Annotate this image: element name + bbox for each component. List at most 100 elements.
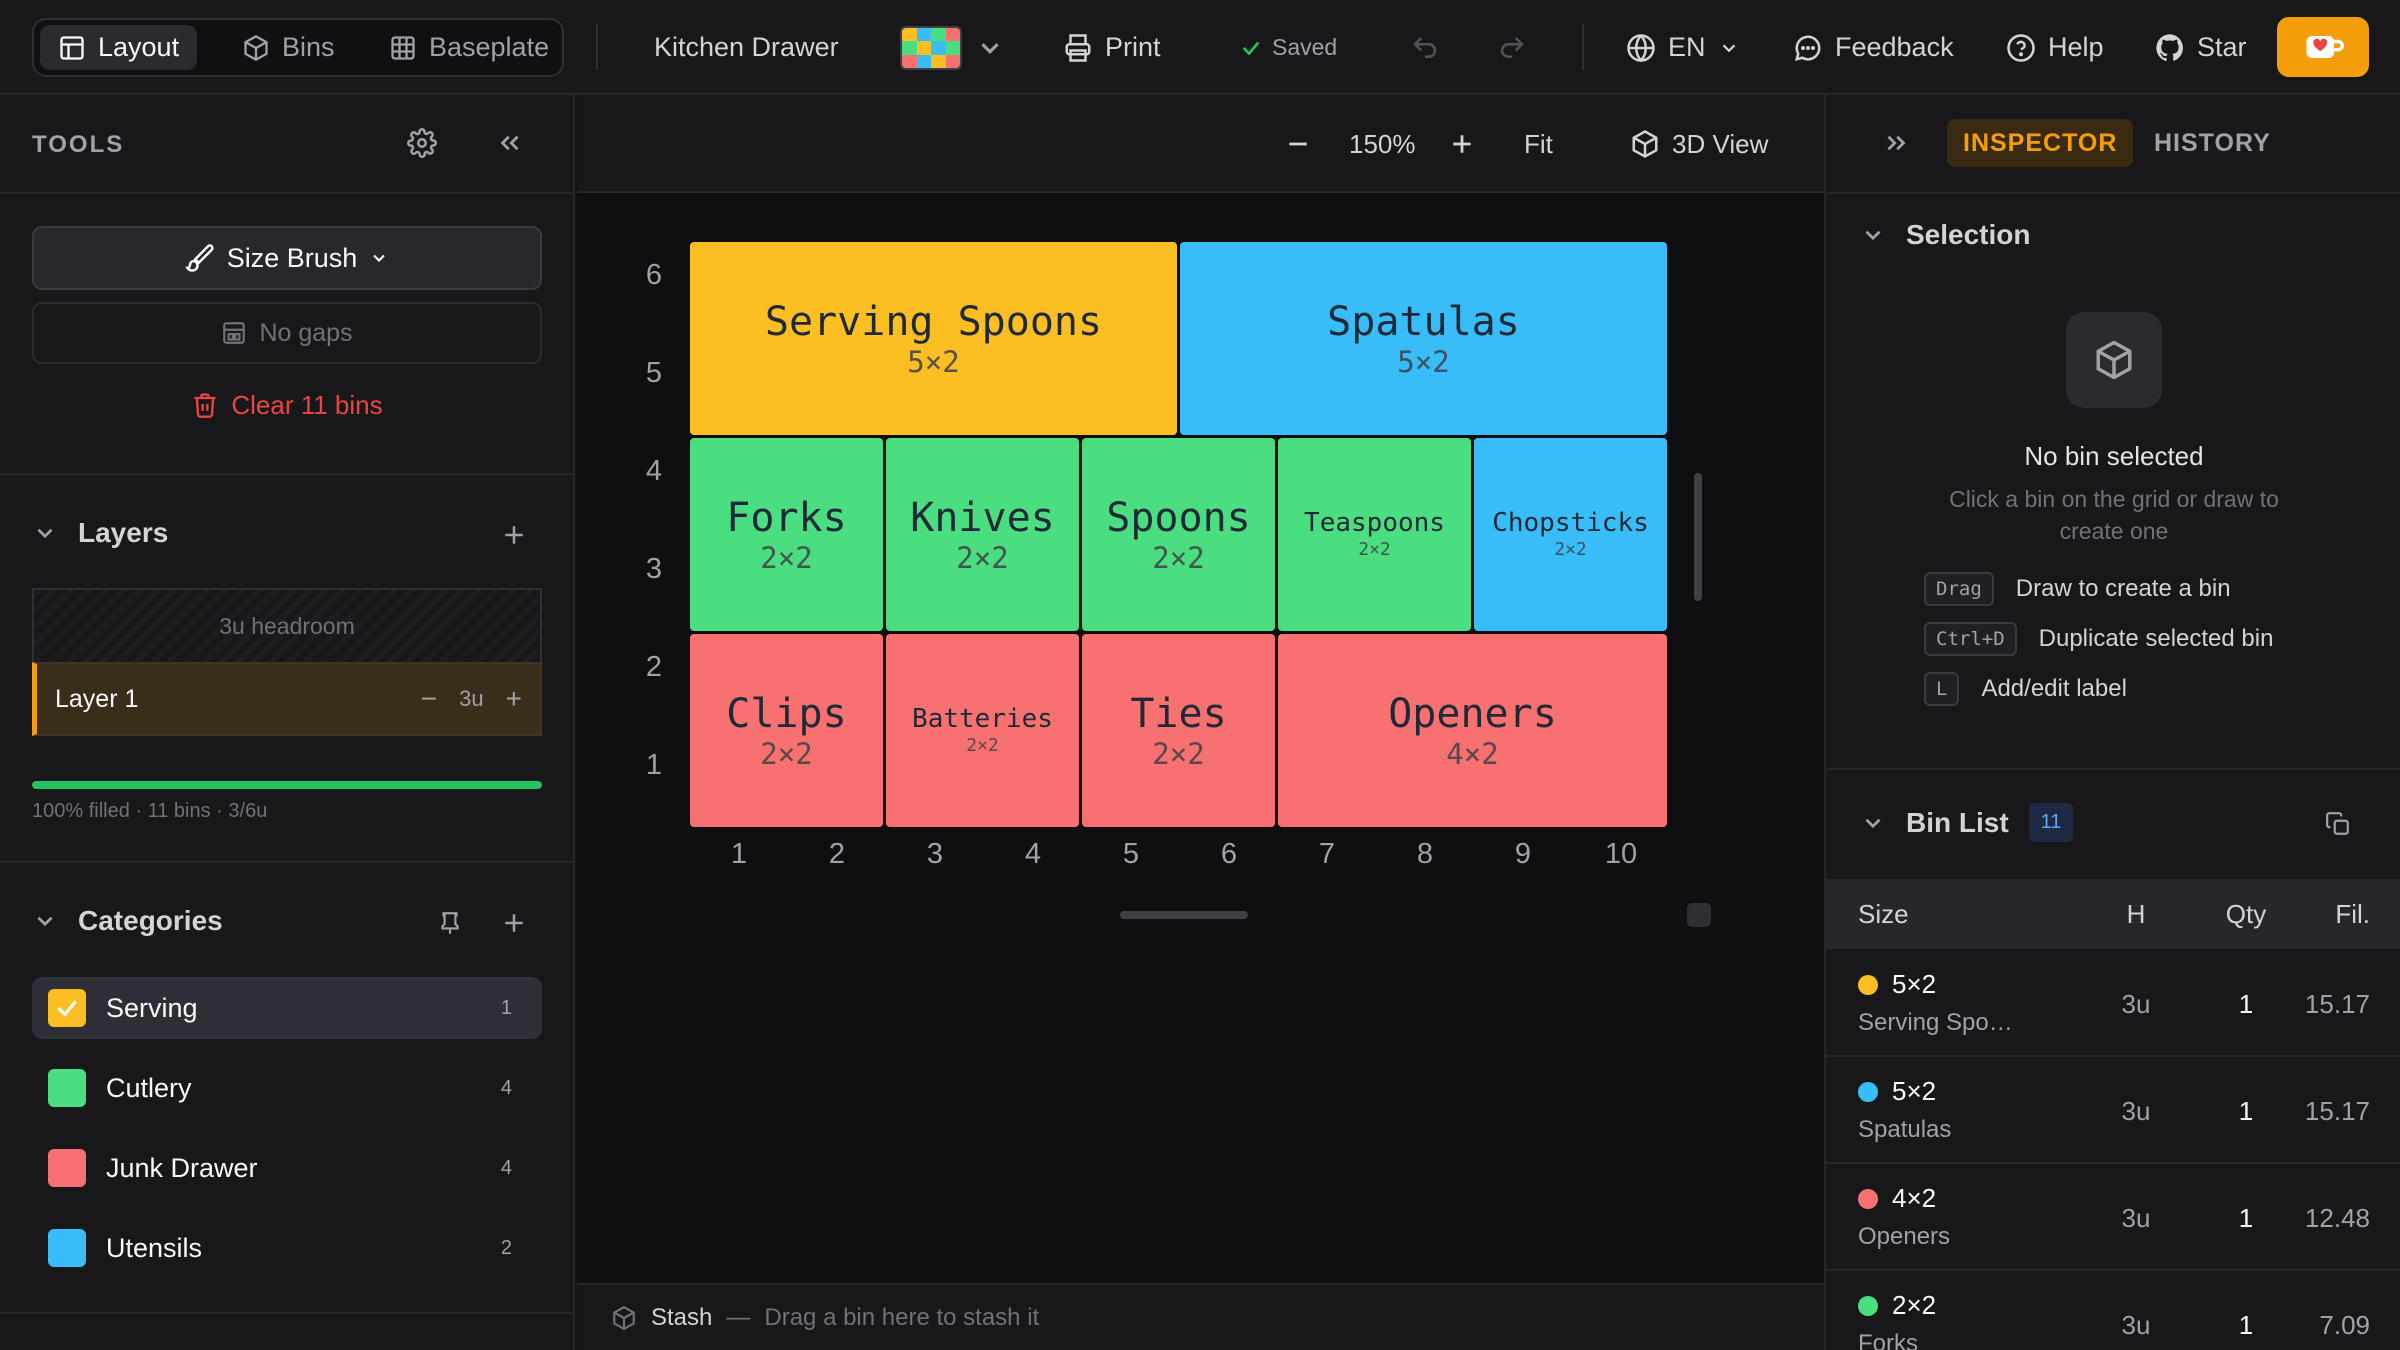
redo-button[interactable] [1497,0,1527,95]
grid-bin[interactable]: Spatulas 5×2 [1180,242,1667,435]
support-button[interactable] [2277,17,2369,77]
feedback-button[interactable]: Feedback [1793,0,1954,95]
bin-size: 2×2 [956,540,1009,575]
layers-header[interactable]: Layers [32,517,168,549]
bin-list-row[interactable]: 4×2 Openers 3u 1 12.48 [1826,1165,2400,1271]
bin-row-qty[interactable]: 1 [2238,1202,2254,1233]
zoom-in-button[interactable] [1447,95,1477,193]
clear-bins-button[interactable]: Clear 11 bins [32,385,542,425]
y-axis-tick: 3 [645,553,663,585]
size-brush-dropdown[interactable]: Size Brush [32,226,542,290]
divider [0,473,575,475]
decrease-height-button[interactable]: − [420,683,438,714]
pin-icon [441,912,459,934]
palette-dropdown-button[interactable] [975,0,1005,95]
horizontal-scrollbar[interactable] [1120,911,1248,919]
clear-bins-label: Clear 11 bins [231,389,383,420]
bin-row-size: 5×2 [1858,1076,1936,1107]
grid-bin[interactable]: Forks 2×2 [690,438,883,631]
bin-list-title: Bin List [1906,806,2009,838]
selection-header[interactable]: Selection [1860,219,2030,251]
category-color-swatch[interactable] [48,1069,86,1107]
tab-history[interactable]: HISTORY [2154,128,2271,157]
grid-bin[interactable]: Knives 2×2 [886,438,1079,631]
divider [0,192,575,194]
gaps-toggle[interactable]: No gaps [32,302,542,364]
bin-row-qty[interactable]: 1 [2238,1309,2254,1340]
hint-row: L Add/edit label [1924,672,2127,706]
check-icon [1242,41,1260,56]
redo-icon [1500,36,1524,58]
bin-list-row[interactable]: 2×2 Forks 3u 1 7.09 [1826,1272,2400,1350]
gaps-icon [223,322,246,344]
category-color-swatch[interactable] [48,1149,86,1187]
category-color-swatch[interactable] [48,1229,86,1267]
bin-row-qty[interactable]: 1 [2238,988,2254,1019]
stash-bar[interactable]: Stash — Drag a bin here to stash it [577,1283,1824,1350]
category-item[interactable]: Junk Drawer 4 [32,1137,542,1199]
tab-layout[interactable]: Layout [40,25,198,70]
bin-label: Batteries [912,704,1053,735]
add-layer-button[interactable] [494,515,534,555]
3d-view-label: 3D View [1672,128,1769,159]
tools-title: TOOLS [32,131,125,158]
category-item[interactable]: Serving 1 [32,977,542,1039]
project-name[interactable]: Kitchen Drawer [654,32,839,62]
palette-swatch[interactable] [900,26,962,70]
grid-bin[interactable]: Chopsticks 2×2 [1474,438,1667,631]
category-dot [1858,1295,1878,1316]
github-star-button[interactable]: Star [2155,0,2247,95]
grid-bin[interactable]: Serving Spoons 5×2 [690,242,1177,435]
bin-grid[interactable]: Serving Spoons 5×2 Spatulas 5×2 Forks 2×2 Kniv… [690,242,1674,832]
help-button[interactable]: Help [2006,0,2104,95]
increase-height-button[interactable]: + [505,683,522,714]
bin-list-columns: Size H Qty Fil. [1826,879,2400,949]
bin-list-header[interactable]: Bin List 11 [1860,803,2074,842]
tab-bins[interactable]: Bins [224,25,353,70]
collapse-sidebar-button[interactable] [490,123,530,163]
column-qty[interactable]: Qty [2225,898,2267,929]
tab-baseplate[interactable]: Baseplate [371,25,567,70]
grid-bin[interactable]: Clips 2×2 [690,634,883,827]
tools-settings-button[interactable] [402,123,442,163]
add-category-button[interactable] [494,903,534,943]
fit-button[interactable]: Fit [1524,128,1553,159]
column-height[interactable]: H [2126,898,2146,929]
copy-bin-list-button[interactable] [2318,804,2358,844]
print-button[interactable]: Print [1063,0,1161,95]
bin-list-row[interactable]: 5×2 Serving Spo… 3u 1 15.17 [1826,951,2400,1057]
tab-inspector[interactable]: INSPECTOR [1947,119,2134,167]
undo-button[interactable] [1410,0,1440,95]
pin-categories-button[interactable] [430,903,470,943]
grid-bin[interactable]: Spoons 2×2 [1082,438,1275,631]
category-item[interactable]: Cutlery 4 [32,1057,542,1119]
hint-text: Add/edit label [1981,675,2127,702]
grid-bin[interactable]: Teaspoons 2×2 [1278,438,1471,631]
column-fil[interactable]: Fil. [2335,898,2370,929]
language-select[interactable]: EN [1626,0,1740,95]
resize-handle[interactable] [1687,903,1711,927]
grid-bin[interactable]: Openers 4×2 [1278,634,1667,827]
y-axis-tick: 6 [645,259,663,291]
chat-icon [1794,35,1821,61]
gaps-label: No gaps [259,318,353,347]
vertical-scrollbar[interactable] [1694,473,1702,601]
bin-size: 2×2 [1152,540,1205,575]
categories-header[interactable]: Categories [32,905,223,937]
zoom-out-button[interactable] [1283,95,1313,193]
fill-progress-bar [32,781,542,789]
layer-row[interactable]: Layer 1 − 3u + [32,662,542,736]
minus-icon [1289,142,1307,146]
expand-panel-button[interactable] [1876,123,1916,163]
category-item[interactable]: Utensils 2 [32,1217,542,1279]
bin-list-row[interactable]: 5×2 Spatulas 3u 1 15.17 [1826,1058,2400,1164]
column-size[interactable]: Size [1858,898,1909,929]
grid-bin[interactable]: Ties 2×2 [1082,634,1275,827]
help-icon [2007,33,2035,62]
bin-size: 5×2 [1397,344,1450,379]
category-color-swatch[interactable] [48,989,86,1027]
grid-bin[interactable]: Batteries 2×2 [886,634,1079,827]
bin-size: 2×2 [1152,736,1205,771]
bin-row-qty[interactable]: 1 [2238,1095,2254,1126]
3d-view-button[interactable]: 3D View [1630,95,1768,193]
